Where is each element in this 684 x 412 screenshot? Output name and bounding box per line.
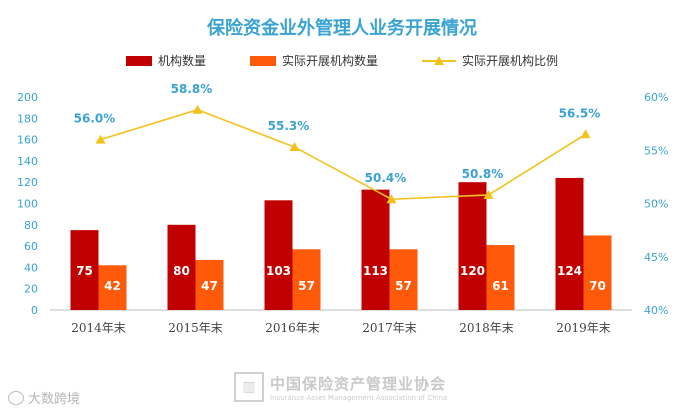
line-active-ratio	[100, 108, 586, 201]
chart-title: 保险资金业外管理人业务开展情况	[207, 18, 477, 39]
y-left-tick-label: 40	[24, 261, 38, 274]
line-point-triangle	[386, 194, 397, 204]
legend-line-triangle-icon	[422, 55, 456, 67]
line-data-label: 58.8%	[171, 82, 213, 96]
y-left-tick-label: 180	[17, 112, 38, 125]
bar-institutions	[458, 182, 487, 310]
x-tick-label: 2019年末	[556, 321, 611, 335]
y-right-tick-label: 40%	[644, 304, 668, 317]
bar-institutions	[167, 224, 196, 310]
chart-legend: 机构数量 实际开展机构数量 实际开展机构比例	[0, 52, 684, 69]
bar-active-institutions	[292, 249, 321, 310]
line-point-triangle	[483, 189, 494, 199]
watermark: ▥ 中国保险资产管理业协会 Insurance Asset Management…	[234, 372, 447, 402]
line-point-triangle	[95, 134, 106, 144]
bar-institutions	[70, 230, 99, 310]
y-right-tick-label: 50%	[644, 198, 668, 211]
source-credit: 大数跨境	[8, 388, 80, 407]
bar-data-label: 103	[266, 264, 291, 278]
legend-item-institutions: 机构数量	[125, 52, 206, 69]
legend-label: 实际开展机构数量	[281, 54, 378, 68]
bar-data-label: 80	[173, 264, 190, 278]
bar-data-label: 61	[492, 279, 509, 293]
line-data-label: 56.0%	[74, 112, 116, 126]
y-right-tick-label: 45%	[644, 251, 668, 264]
bar-data-label: 57	[395, 279, 412, 293]
y-left-tick-label: 20	[24, 283, 38, 296]
bar-institutions	[555, 177, 584, 310]
y-right-tick-label: 55%	[644, 144, 668, 157]
y-right-tick-label: 60%	[644, 91, 668, 104]
source-text: 大数跨境	[28, 392, 81, 407]
watermark-en: Insurance Asset Management Association o…	[270, 393, 448, 402]
y-left-tick-label: 60	[24, 240, 38, 253]
line-data-label: 50.4%	[365, 171, 407, 185]
bar-data-label: 75	[76, 264, 93, 278]
y-left-tick-label: 140	[17, 155, 38, 168]
bar-data-label: 124	[557, 264, 582, 278]
x-tick-label: 2018年末	[459, 321, 514, 335]
line-point-triangle	[289, 142, 300, 152]
bar-data-label: 47	[201, 279, 218, 293]
line-data-label: 56.5%	[559, 106, 601, 120]
bar-data-label: 120	[460, 264, 485, 278]
legend-item-active-institutions: 实际开展机构数量	[249, 52, 378, 69]
legend-swatch-orange	[249, 55, 276, 66]
x-tick-label: 2014年末	[71, 321, 126, 335]
x-tick-label: 2016年末	[265, 321, 320, 335]
bar-institutions	[264, 200, 293, 310]
bar-active-institutions	[98, 265, 127, 310]
bar-active-institutions	[389, 249, 418, 310]
line-point-triangle	[192, 104, 203, 114]
legend-item-active-ratio: 实际开展机构比例	[422, 52, 558, 69]
x-tick-label: 2017年末	[362, 321, 417, 335]
bar-institutions	[361, 189, 390, 310]
x-tick-label: 2015年末	[168, 321, 223, 335]
bar-data-label: 42	[104, 279, 121, 293]
bar-active-institutions	[583, 235, 612, 310]
bar-active-institutions	[486, 245, 515, 310]
y-left-tick-label: 200	[17, 91, 38, 104]
legend-label: 实际开展机构比例	[462, 54, 559, 68]
line-data-label: 50.8%	[462, 167, 504, 181]
bar-data-label: 113	[363, 264, 388, 278]
bar-data-label: 57	[298, 279, 315, 293]
y-left-tick-label: 0	[31, 304, 38, 317]
y-left-tick-label: 100	[17, 198, 38, 211]
line-data-label: 55.3%	[268, 119, 310, 133]
watermark-cn: 中国保险资产管理业协会	[270, 374, 447, 393]
bar-active-institutions	[195, 259, 224, 310]
circle-icon	[8, 390, 24, 405]
y-left-tick-label: 160	[17, 134, 38, 147]
legend-swatch-red	[125, 55, 152, 66]
association-logo-icon: ▥	[234, 372, 264, 402]
line-point-triangle	[580, 129, 591, 139]
bar-data-label: 70	[589, 279, 606, 293]
legend-label: 机构数量	[157, 54, 206, 68]
y-left-tick-label: 120	[17, 176, 38, 189]
y-left-tick-label: 80	[24, 219, 38, 232]
